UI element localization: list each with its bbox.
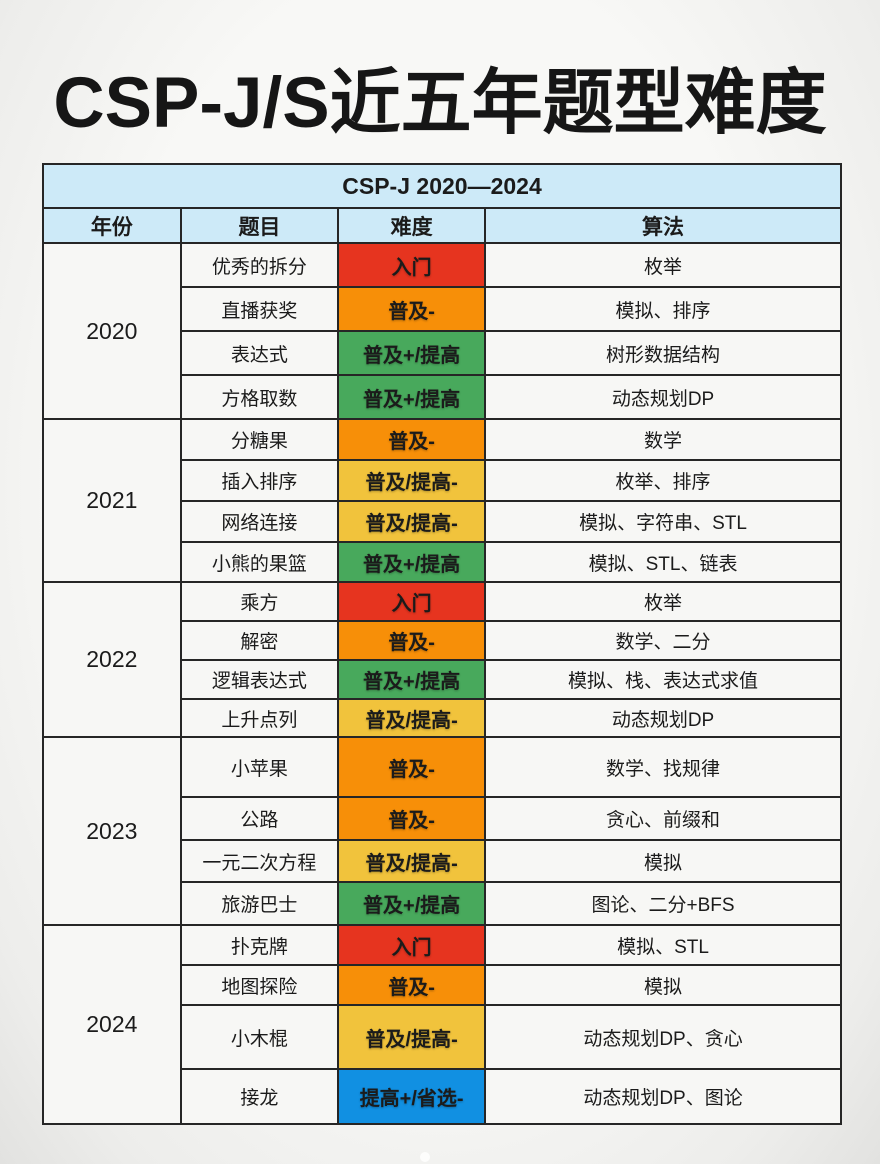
problem-cell: 逻辑表达式 — [179, 659, 340, 700]
col-header-algorithm: 算法 — [484, 207, 842, 244]
algorithm-cell: 动态规划DP — [484, 374, 842, 420]
table-row: 直播获奖 普及- 模拟、排序 — [43, 286, 842, 332]
algorithm-cell: 模拟 — [484, 839, 842, 883]
difficulty-badge: 普及/提高- — [337, 459, 487, 502]
algorithm-cell: 动态规划DP、图论 — [484, 1068, 842, 1125]
algorithm-cell: 模拟、栈、表达式求值 — [484, 659, 842, 700]
problem-cell: 一元二次方程 — [179, 839, 340, 883]
difficulty-badge: 普及- — [337, 620, 487, 661]
page-title: CSP-J/S近五年题型难度 — [53, 64, 827, 143]
difficulty-badge: 提高+/省选- — [337, 1068, 487, 1125]
algorithm-cell: 模拟、排序 — [484, 286, 842, 332]
problem-cell: 扑克牌 — [179, 924, 340, 966]
algorithm-cell: 模拟、STL、链表 — [484, 541, 842, 583]
difficulty-badge: 普及- — [337, 796, 487, 841]
year-cell-2022: 2022 — [42, 581, 182, 738]
difficulty-badge: 普及/提高- — [337, 1004, 487, 1070]
table-row: 方格取数 普及+/提高 动态规划DP — [43, 374, 842, 420]
difficulty-badge: 普及- — [337, 964, 487, 1006]
table-row: 小熊的果篮 普及+/提高 模拟、STL、链表 — [43, 541, 842, 583]
table-row: 地图探险 普及- 模拟 — [43, 964, 842, 1006]
algorithm-cell: 动态规划DP、贪心 — [484, 1004, 842, 1070]
table-row: 插入排序 普及/提高- 枚举、排序 — [43, 459, 842, 502]
table-row: 2020 优秀的拆分 入门 枚举 — [42, 242, 842, 420]
table-row: 2022 乘方 入门 枚举 — [42, 581, 842, 738]
difficulty-badge: 入门 — [337, 242, 487, 288]
algorithm-cell: 图论、二分+BFS — [484, 881, 842, 926]
table-row: 接龙 提高+/省选- 动态规划DP、图论 — [43, 1068, 842, 1125]
problem-cell: 乘方 — [179, 581, 340, 622]
difficulty-badge: 普及- — [337, 736, 487, 798]
difficulty-badge: 普及+/提高 — [337, 374, 487, 420]
problem-cell: 小木棍 — [179, 1004, 340, 1070]
difficulty-badge: 普及+/提高 — [337, 881, 487, 926]
difficulty-table: CSP-J 2020—2024 年份 题目 难度 算法 2020 优秀的拆分 入门枚… — [42, 163, 842, 1125]
difficulty-badge: 入门 — [337, 924, 487, 966]
table-row: 一元二次方程 普及/提高- 模拟 — [43, 839, 842, 883]
algorithm-cell: 数学 — [484, 418, 842, 461]
difficulty-badge: 普及/提高- — [337, 500, 487, 543]
table-body: 2020 优秀的拆分 入门 枚举 直播获奖 普及- 模拟、排序 表达式 普及+/提高 树形数据结构… — [42, 242, 842, 1125]
problem-cell: 解密 — [179, 620, 340, 661]
table-row: 解密 普及- 数学、二分 — [43, 620, 842, 661]
problem-cell: 优秀的拆分 — [179, 242, 340, 288]
table-row: 公路 普及- 贪心、前缀和 — [43, 796, 842, 841]
algorithm-cell: 模拟、STL — [484, 924, 842, 966]
difficulty-badge: 普及- — [337, 418, 487, 461]
col-header-problem: 题目 — [179, 207, 340, 244]
difficulty-badge: 普及+/提高 — [337, 330, 487, 376]
year-cell-2021: 2021 — [42, 418, 182, 583]
difficulty-badge: 入门 — [337, 581, 487, 622]
year-cell-2020: 2020 — [42, 242, 182, 420]
algorithm-cell: 模拟 — [484, 964, 842, 1006]
difficulty-badge: 普及- — [337, 286, 487, 332]
algorithm-cell: 模拟、字符串、STL — [484, 500, 842, 543]
algorithm-cell: 数学、二分 — [484, 620, 842, 661]
table-caption: CSP-J 2020—2024 — [42, 163, 842, 209]
table-row: 表达式 普及+/提高 树形数据结构 — [43, 330, 842, 376]
problem-cell: 直播获奖 — [179, 286, 340, 332]
problem-cell: 小熊的果篮 — [179, 541, 340, 583]
algorithm-cell: 枚举 — [484, 581, 842, 622]
difficulty-badge: 普及+/提高 — [337, 541, 487, 583]
problem-cell: 公路 — [179, 796, 340, 841]
problem-cell: 网络连接 — [179, 500, 340, 543]
table-row: 2024 扑克牌 入门 模拟、STL — [42, 924, 842, 1125]
table-row: 上升点列 普及/提高- 动态规划DP — [43, 698, 842, 738]
algorithm-cell: 数学、找规律 — [484, 736, 842, 798]
problem-cell: 分糖果 — [179, 418, 340, 461]
problem-cell: 上升点列 — [179, 698, 340, 738]
algorithm-cell: 贪心、前缀和 — [484, 796, 842, 841]
col-header-difficulty: 难度 — [337, 207, 487, 244]
algorithm-cell: 枚举 — [484, 242, 842, 288]
player-progress-dot — [420, 1152, 430, 1162]
table-row: 逻辑表达式 普及+/提高 模拟、栈、表达式求值 — [43, 659, 842, 700]
algorithm-cell: 枚举、排序 — [484, 459, 842, 502]
problem-cell: 插入排序 — [179, 459, 340, 502]
table-row: 旅游巴士 普及+/提高 图论、二分+BFS — [43, 881, 842, 926]
difficulty-badge: 普及/提高- — [337, 698, 487, 738]
table-row: 小木棍 普及/提高- 动态规划DP、贪心 — [43, 1004, 842, 1070]
problem-cell: 表达式 — [179, 330, 340, 376]
algorithm-cell: 动态规划DP — [484, 698, 842, 738]
problem-cell: 旅游巴士 — [179, 881, 340, 926]
col-header-year: 年份 — [42, 207, 182, 244]
problem-cell: 地图探险 — [179, 964, 340, 1006]
difficulty-badge: 普及/提高- — [337, 839, 487, 883]
problem-cell: 接龙 — [179, 1068, 340, 1125]
difficulty-badge: 普及+/提高 — [337, 659, 487, 700]
problem-cell: 小苹果 — [179, 736, 340, 798]
problem-cell: 方格取数 — [179, 374, 340, 420]
table-row: 网络连接 普及/提高- 模拟、字符串、STL — [43, 500, 842, 543]
table-row: 2023 小苹果 普及- 数学、找规律 — [42, 736, 842, 926]
table-row: 2021 分糖果 普及- 数学 — [42, 418, 842, 583]
year-cell-2023: 2023 — [42, 736, 182, 926]
year-cell-2024: 2024 — [42, 924, 182, 1125]
algorithm-cell: 树形数据结构 — [484, 330, 842, 376]
